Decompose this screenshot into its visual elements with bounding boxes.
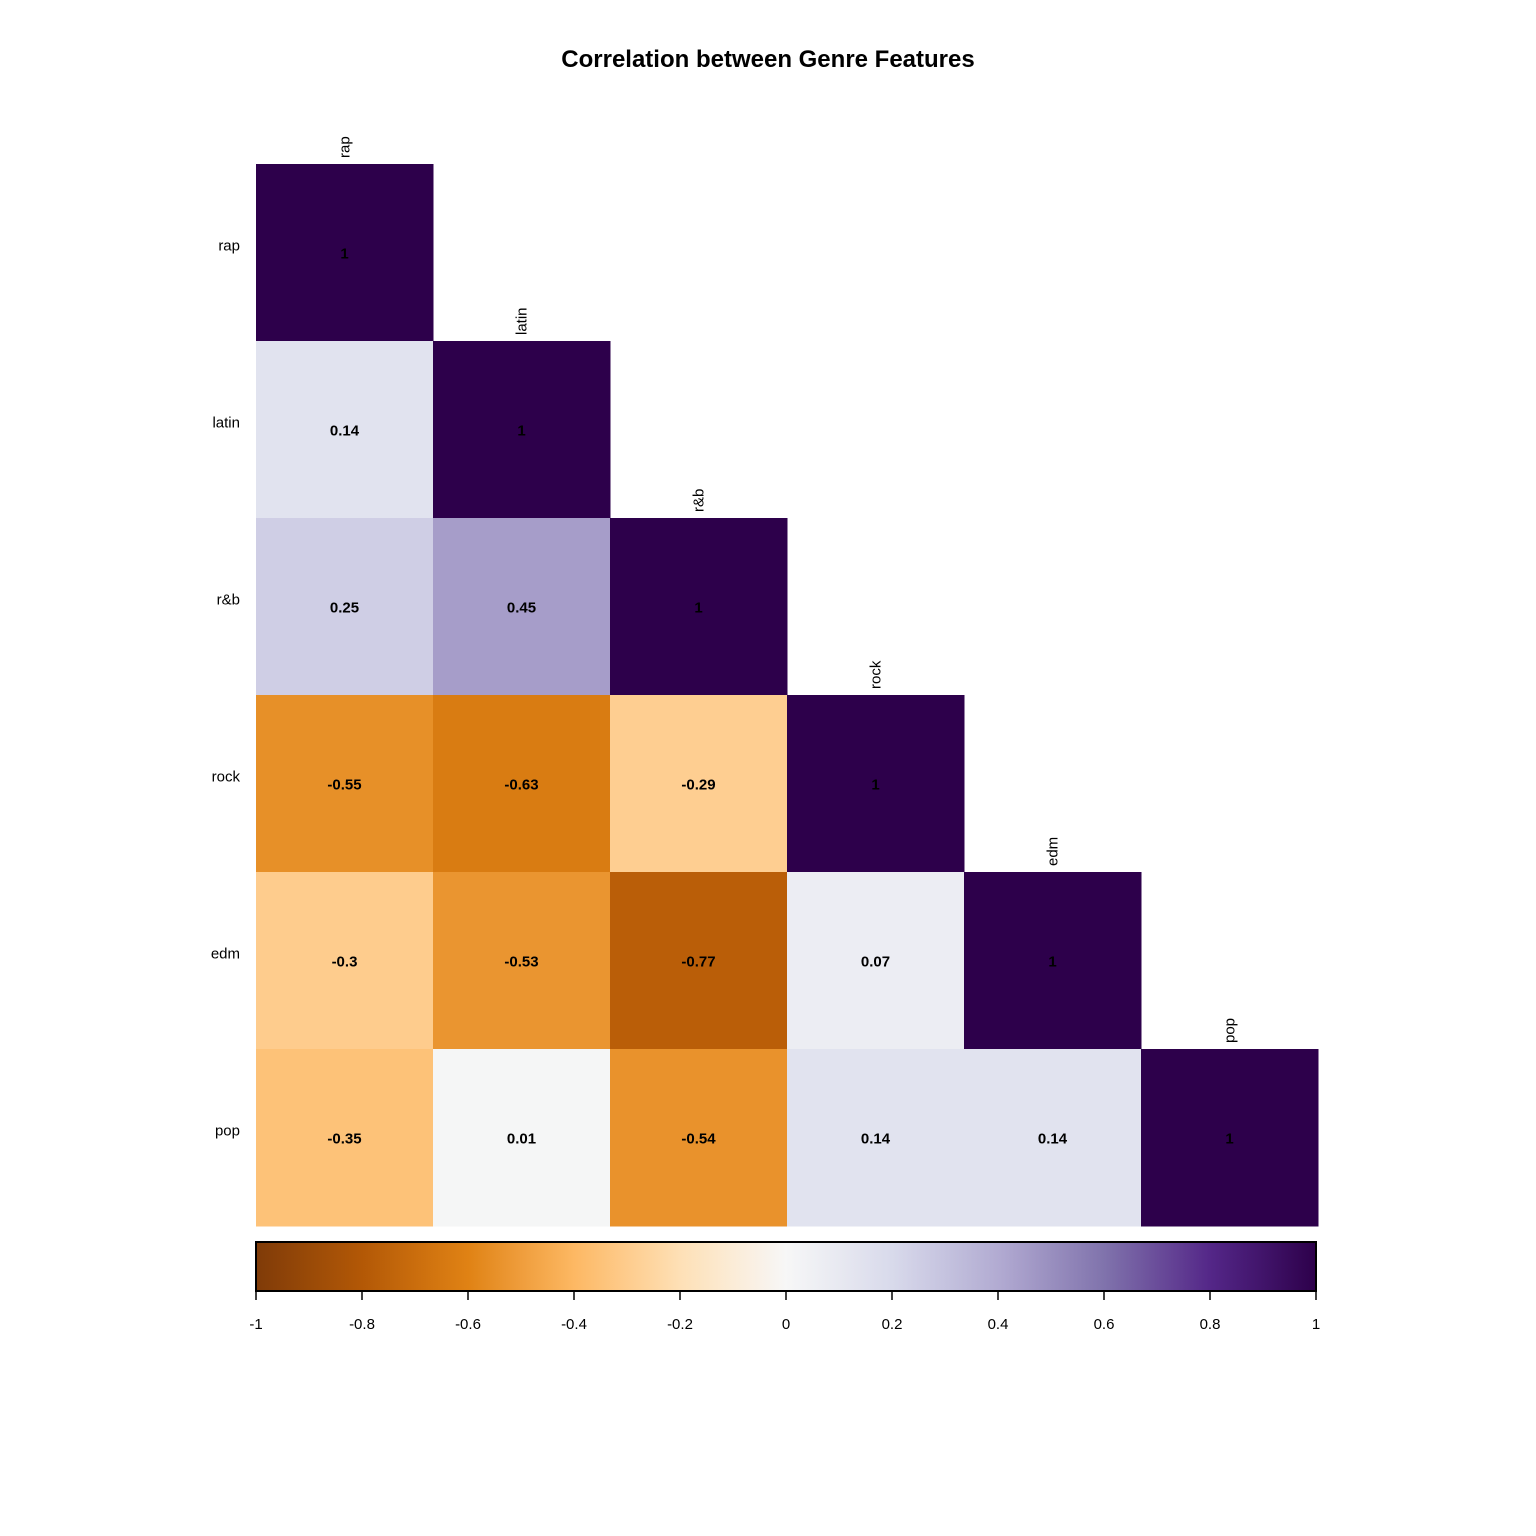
column-labels: rap latin r&b rock edm pop (337, 136, 1239, 1043)
colorbar-tick-label: 0.8 (1200, 1316, 1221, 1333)
heatmap-cell-edm-latin (433, 872, 611, 1050)
row-label-rock: rock (212, 769, 241, 786)
colorbar-tick-label: 0.4 (988, 1316, 1009, 1333)
heatmap-cell-latin-rap (256, 341, 434, 519)
cell-value-label: 1 (1048, 954, 1056, 971)
cell-value-label: -0.54 (681, 1131, 716, 1148)
heatmap-cell-r&b-r&b (610, 518, 788, 696)
row-label-pop: pop (215, 1123, 240, 1140)
column-label-r&b: r&b (691, 489, 708, 512)
cell-value-label: 1 (694, 600, 702, 617)
cell-value-label: -0.77 (681, 954, 715, 971)
heatmap-cell-rock-rock (787, 695, 965, 873)
colorbar: -1 -0.8 -0.6 -0.4 -0.2 0 0.2 0.4 0.6 0.8 1 (249, 1241, 1320, 1333)
heatmap-cell-rock-latin (433, 695, 611, 873)
column-label-latin: latin (514, 307, 531, 335)
cell-value-label: 1 (1225, 1131, 1233, 1148)
cell-value-label: 0.45 (507, 600, 536, 617)
heatmap-cell-pop-edm (964, 1049, 1142, 1227)
cell-value-label: 1 (871, 777, 879, 794)
cell-value-label: -0.63 (504, 777, 538, 794)
heatmap-cell-edm-rock (787, 872, 965, 1050)
heatmap-cell-edm-rap (256, 872, 434, 1050)
colorbar-tick-label: 0 (782, 1316, 790, 1333)
colorbar-gradient (255, 1241, 1317, 1292)
heatmap-cell-r&b-latin (433, 518, 611, 696)
colorbar-tick-label: 0.2 (882, 1316, 903, 1333)
colorbar-tick-label: 0.6 (1094, 1316, 1115, 1333)
cell-value-label: 0.25 (330, 600, 359, 617)
cell-value-label: 0.14 (1038, 1131, 1068, 1148)
cell-value-label: 1 (517, 423, 525, 440)
heatmap-cell-pop-rap (256, 1049, 434, 1227)
colorbar-tick-label: -0.2 (667, 1316, 693, 1333)
row-labels: rap latin r&b rock edm pop (211, 238, 241, 1140)
heatmap-cell-rap-rap (256, 164, 434, 342)
heatmap-cell-r&b-rap (256, 518, 434, 696)
column-label-rock: rock (868, 660, 885, 689)
row-label-edm: edm (211, 946, 240, 963)
column-label-pop: pop (1222, 1018, 1239, 1043)
cell-value-label: -0.35 (327, 1131, 361, 1148)
heatmap-cell-pop-latin (433, 1049, 611, 1227)
heatmap-cell-edm-r&b (610, 872, 788, 1050)
row-label-latin: latin (212, 415, 240, 432)
row-label-rap: rap (218, 238, 240, 255)
cell-value-label: 0.14 (330, 423, 360, 440)
row-label-r&b: r&b (217, 592, 240, 609)
cell-value-label: -0.29 (681, 777, 715, 794)
colorbar-tick-label: 1 (1312, 1316, 1320, 1333)
colorbar-tick-label: -1 (249, 1316, 262, 1333)
chart-title: Correlation between Genre Features (561, 46, 974, 73)
cell-value-label: 0.01 (507, 1131, 536, 1148)
heatmap-cells: 1 0.14 1 0.25 0.45 1 -0.55 -0.63 -0.29 1 -0.3 -0.53… (256, 164, 1319, 1227)
heatmap-cell-edm-edm (964, 872, 1142, 1050)
heatmap-cell-pop-rock (787, 1049, 965, 1227)
heatmap-cell-rock-rap (256, 695, 434, 873)
column-label-edm: edm (1045, 837, 1062, 866)
cell-value-label: -0.55 (327, 777, 361, 794)
colorbar-tick-label: -0.6 (455, 1316, 481, 1333)
heatmap-cell-latin-latin (433, 341, 611, 519)
colorbar-tick-label: -0.4 (561, 1316, 587, 1333)
heatmap-cell-pop-pop (1141, 1049, 1319, 1227)
colorbar-tick-label: -0.8 (349, 1316, 375, 1333)
cell-value-label: 1 (340, 246, 348, 263)
cell-value-label: -0.53 (504, 954, 538, 971)
heatmap-cell-rock-r&b (610, 695, 788, 873)
column-label-rap: rap (337, 136, 354, 158)
cell-value-label: 0.07 (861, 954, 890, 971)
cell-value-label: 0.14 (861, 1131, 891, 1148)
cell-value-label: -0.3 (332, 954, 358, 971)
heatmap-cell-pop-r&b (610, 1049, 788, 1227)
